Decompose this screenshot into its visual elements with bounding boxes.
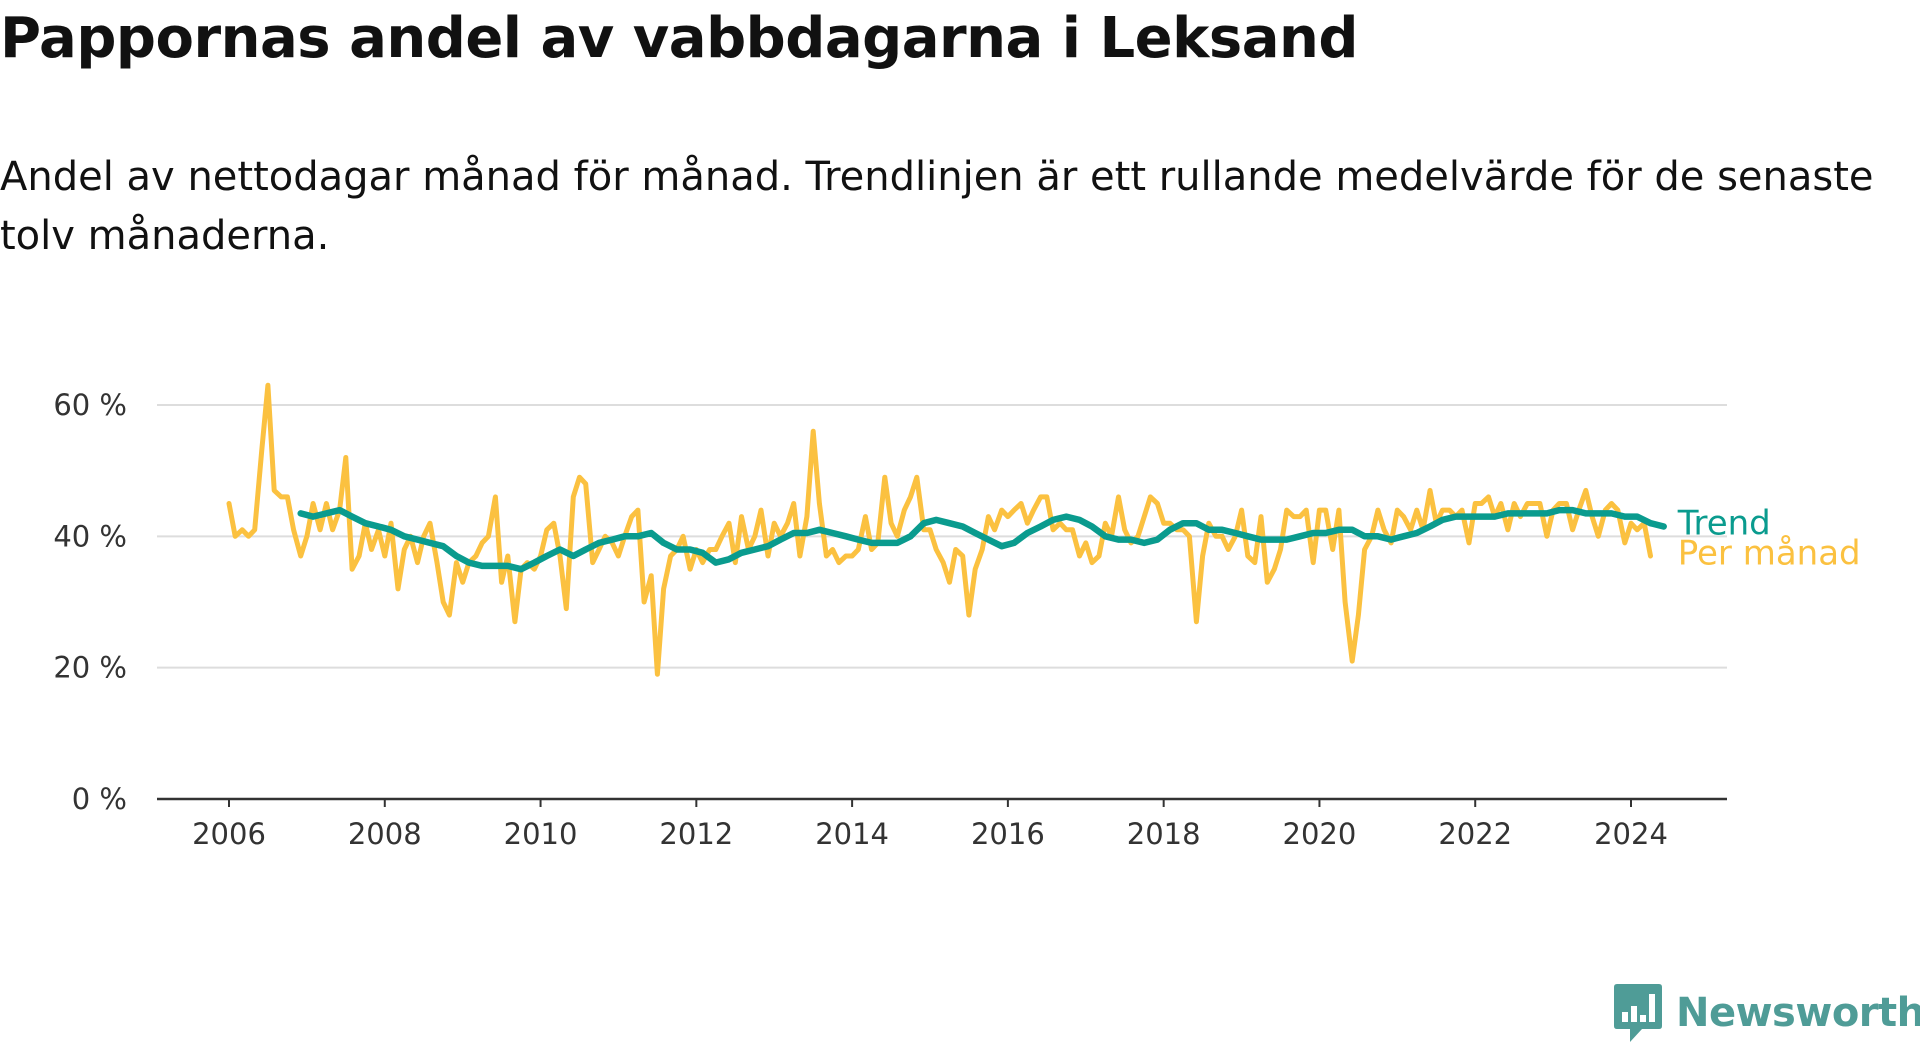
x-tick-label: 2016: [971, 817, 1045, 851]
x-tick-label: 2010: [504, 817, 578, 851]
monthly-series-line: [226, 382, 1653, 677]
x-tick-label: 2024: [1594, 817, 1668, 851]
series-lines: [226, 382, 1667, 677]
x-tick-label: 2018: [1127, 817, 1201, 851]
x-axis: [157, 797, 1727, 807]
y-axis-labels: 0 % 20 % 40 % 60 %: [53, 388, 127, 816]
y-tick-label: 60 %: [53, 388, 127, 422]
chart-title: Pappornas andel av vabbdagarna i Leksand: [0, 6, 1358, 71]
y-tick-label: 20 %: [53, 651, 127, 685]
newsworthy-bar-chart-icon: [1614, 984, 1662, 1042]
logo-text: Newsworthy: [1676, 990, 1920, 1036]
x-tick-label: 2022: [1438, 817, 1512, 851]
x-tick-label: 2020: [1283, 817, 1357, 851]
x-tick-label: 2014: [815, 817, 889, 851]
newsworthy-logo: Newsworthy: [1612, 982, 1920, 1044]
y-tick-label: 40 %: [53, 519, 127, 553]
x-tick-label: 2012: [659, 817, 733, 851]
chart-subtitle: Andel av nettodagar månad för månad. Tre…: [0, 154, 1874, 259]
trend-series-label: Trend: [1677, 503, 1771, 543]
x-tick-label: 2008: [348, 817, 422, 851]
x-axis-labels: 2006 2008 2010 2012 2014 2016 2018 2020 2022 2024: [192, 817, 1668, 851]
trend-series-line: [297, 506, 1667, 573]
y-tick-label: 0 %: [72, 782, 127, 816]
x-tick-label: 2006: [192, 817, 266, 851]
monthly-series-label: Per månad: [1678, 533, 1861, 573]
